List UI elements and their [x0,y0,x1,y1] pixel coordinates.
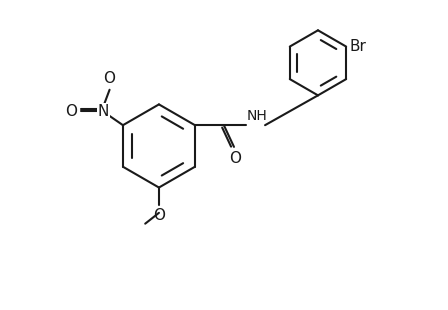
Text: O: O [103,71,116,86]
Text: O: O [65,104,78,119]
Text: Br: Br [349,39,366,54]
Text: O: O [153,209,165,224]
Text: O: O [229,151,241,166]
Text: NH: NH [247,109,268,123]
Text: N: N [97,104,109,119]
